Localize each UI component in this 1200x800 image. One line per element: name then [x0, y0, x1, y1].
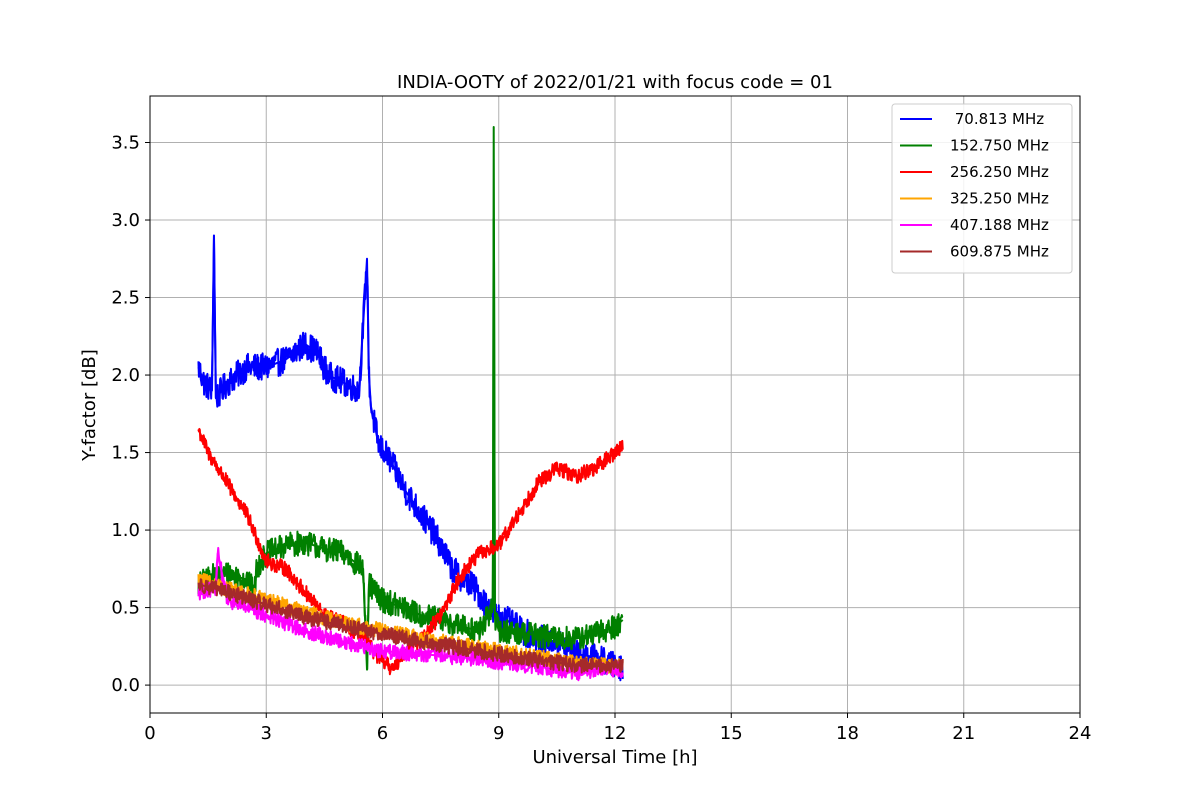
chart-title: INDIA-OOTY of 2022/01/21 with focus code… — [397, 72, 833, 93]
legend-entry: 325.250 MHz — [950, 190, 1049, 208]
series-line — [197, 578, 624, 674]
y-axis-label: Y-factor [dB] — [79, 349, 100, 462]
y-tick-label: 0.0 — [111, 675, 140, 696]
axes: 0 3 6 9 12 15 18 21 24 0.0 0.5 1.0 1.5 2.0 2.5 3.0 3.5 — [111, 133, 1091, 744]
x-tick-label: 12 — [604, 723, 627, 744]
x-tick-label: 6 — [377, 723, 388, 744]
y-tick-label: 3.5 — [111, 133, 140, 154]
plot-lines — [197, 126, 624, 682]
y-tick-label: 2.5 — [111, 288, 140, 309]
x-tick-label: 3 — [261, 723, 272, 744]
series-trend — [198, 583, 623, 668]
y-tick-label: 3.0 — [111, 210, 140, 231]
y-tick-label: 2.0 — [111, 365, 140, 386]
x-tick-label: 9 — [493, 723, 504, 744]
y-tick-label: 1.5 — [111, 443, 140, 464]
legend-entry: 609.875 MHz — [950, 243, 1049, 261]
y-tick-label: 0.5 — [111, 598, 140, 619]
legend-entry: 256.250 MHz — [950, 163, 1049, 181]
x-tick-label: 21 — [952, 723, 975, 744]
x-tick-label: 0 — [144, 723, 155, 744]
x-tick-label: 24 — [1069, 723, 1092, 744]
x-tick-label: 18 — [836, 723, 859, 744]
series-trend — [197, 126, 624, 671]
legend: 70.813 MHz 152.750 MHz 256.250 MHz 325.250 … — [891, 103, 1073, 274]
y-tick-label: 1.0 — [111, 520, 140, 541]
legend-box — [891, 103, 1073, 274]
legend-entry: 152.750 MHz — [950, 137, 1049, 155]
x-tick-label: 15 — [720, 723, 743, 744]
x-axis-label: Universal Time [h] — [532, 747, 697, 768]
legend-entry: 70.813 MHz — [950, 110, 1044, 128]
legend-entry: 407.188 MHz — [950, 216, 1049, 234]
